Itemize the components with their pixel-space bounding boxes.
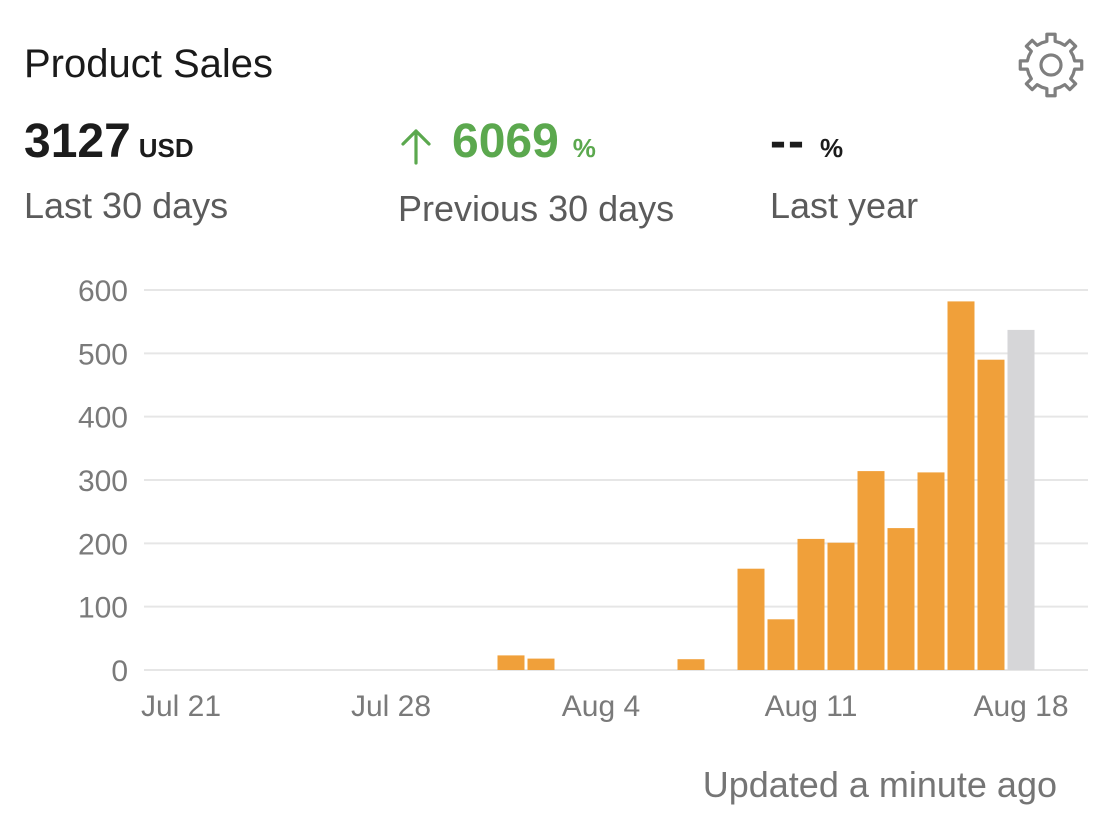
bar-aug-11 bbox=[797, 538, 825, 670]
metric-last-year-value: -- bbox=[770, 115, 806, 168]
bar-aug-2 bbox=[527, 658, 555, 670]
metric-total-unit: USD bbox=[138, 133, 194, 163]
x-tick-label: Jul 28 bbox=[351, 690, 431, 723]
x-tick-label: Aug 11 bbox=[765, 690, 858, 723]
x-tick-label: Jul 21 bbox=[141, 690, 221, 723]
y-tick-label: 400 bbox=[78, 402, 128, 435]
bar-aug-18 bbox=[1007, 329, 1035, 670]
updated-timestamp: Updated a minute ago bbox=[702, 764, 1057, 805]
y-tick-label: 300 bbox=[78, 465, 128, 498]
bar-aug-15 bbox=[917, 472, 945, 670]
bar-aug-16 bbox=[947, 301, 975, 670]
y-tick-label: 100 bbox=[78, 592, 128, 625]
y-tick-label: 0 bbox=[111, 655, 128, 688]
bar-aug-14 bbox=[887, 528, 915, 670]
y-tick-label: 500 bbox=[78, 338, 128, 371]
x-tick-label: Aug 4 bbox=[562, 690, 640, 723]
arrow-up-icon bbox=[398, 126, 434, 171]
metric-last-year-unit: % bbox=[819, 133, 844, 163]
card-title: Product Sales bbox=[24, 42, 274, 86]
metric-total-value: 3127 bbox=[24, 115, 131, 168]
bar-aug-10 bbox=[767, 619, 795, 670]
metric-previous-unit: % bbox=[572, 133, 596, 163]
bar-aug-9 bbox=[737, 568, 765, 670]
metric-previous-value: 6069 bbox=[452, 115, 559, 168]
gear-icon bbox=[1018, 32, 1084, 98]
sales-bar-chart: 0 100 200 300 400 500 600 Jul 21 Jul 28 Aug 4 Aug … bbox=[78, 275, 1088, 723]
metric-previous-period: 6069% Previous 30 days bbox=[398, 112, 674, 231]
bar-aug-12 bbox=[827, 542, 855, 670]
bar-aug-7 bbox=[677, 659, 705, 670]
bar-aug-1 bbox=[497, 655, 525, 670]
settings-button[interactable] bbox=[1012, 26, 1090, 104]
bar-aug-13 bbox=[857, 471, 885, 670]
x-tick-label: Aug 18 bbox=[973, 690, 1068, 723]
metric-total-label: Last 30 days bbox=[24, 185, 229, 226]
metric-last-year: --% Last year bbox=[770, 112, 918, 228]
metric-last-year-label: Last year bbox=[770, 185, 919, 226]
metric-total-sales: 3127 USD Last 30 days bbox=[24, 112, 228, 228]
y-tick-label: 200 bbox=[78, 528, 128, 561]
bar-aug-17 bbox=[977, 359, 1005, 670]
y-tick-label: 600 bbox=[78, 275, 128, 308]
metric-previous-label: Previous 30 days bbox=[398, 188, 675, 230]
